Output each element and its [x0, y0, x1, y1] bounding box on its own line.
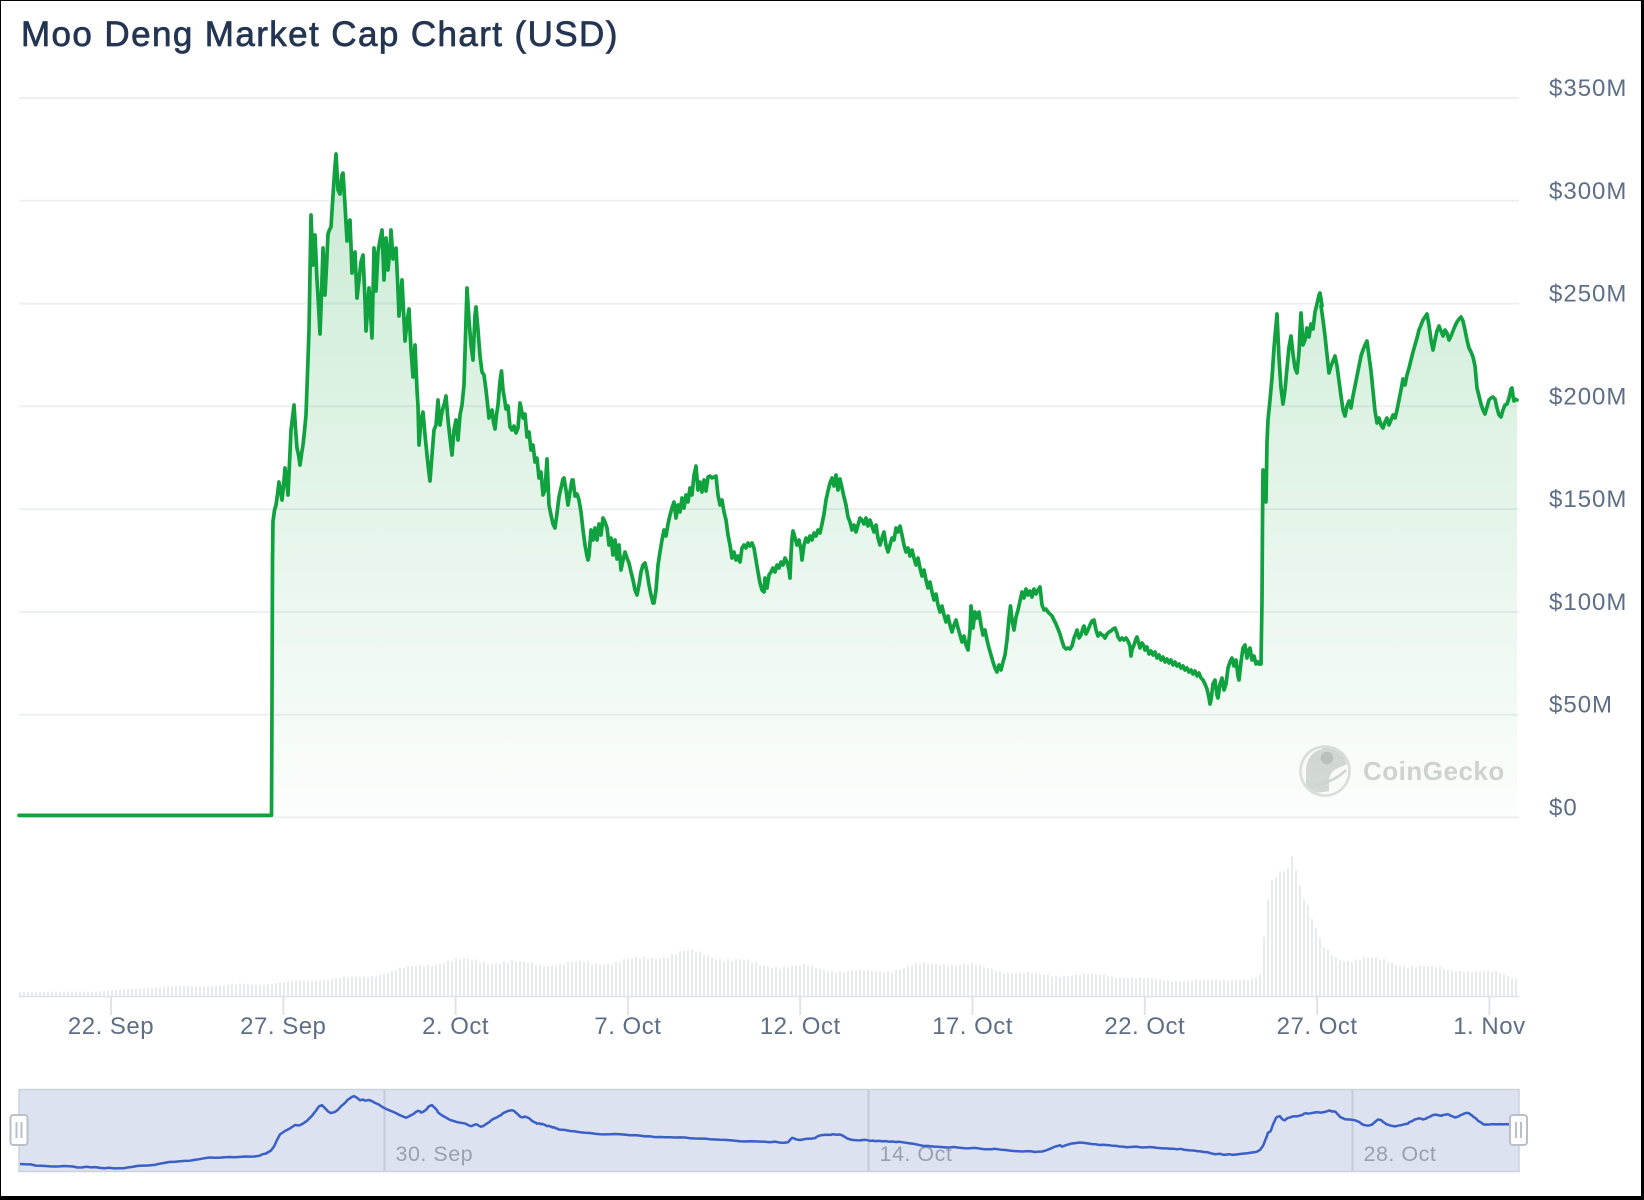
svg-text:28. Oct: 28. Oct: [1364, 1142, 1437, 1166]
svg-text:$150M: $150M: [1549, 486, 1627, 513]
svg-text:22. Sep: 22. Sep: [68, 1013, 154, 1040]
svg-text:$250M: $250M: [1549, 281, 1627, 308]
svg-text:1. Nov: 1. Nov: [1453, 1013, 1525, 1040]
svg-text:30. Sep: 30. Sep: [396, 1142, 474, 1166]
svg-text:2. Oct: 2. Oct: [422, 1013, 489, 1040]
svg-text:$350M: $350M: [1549, 75, 1627, 102]
svg-text:$0: $0: [1549, 794, 1578, 821]
svg-text:Moo Deng Market Cap Chart (USD: Moo Deng Market Cap Chart (USD): [21, 15, 619, 54]
svg-text:$100M: $100M: [1549, 589, 1627, 616]
svg-text:17. Oct: 17. Oct: [932, 1013, 1013, 1040]
svg-text:22. Oct: 22. Oct: [1104, 1013, 1185, 1040]
svg-text:$50M: $50M: [1549, 692, 1613, 719]
svg-text:14. Oct: 14. Oct: [880, 1142, 953, 1166]
svg-text:7. Oct: 7. Oct: [594, 1013, 661, 1040]
svg-text:12. Oct: 12. Oct: [760, 1013, 841, 1040]
svg-text:$300M: $300M: [1549, 178, 1627, 205]
svg-text:$200M: $200M: [1549, 383, 1627, 410]
svg-text:27. Oct: 27. Oct: [1277, 1013, 1358, 1040]
svg-text:27. Sep: 27. Sep: [240, 1013, 326, 1040]
